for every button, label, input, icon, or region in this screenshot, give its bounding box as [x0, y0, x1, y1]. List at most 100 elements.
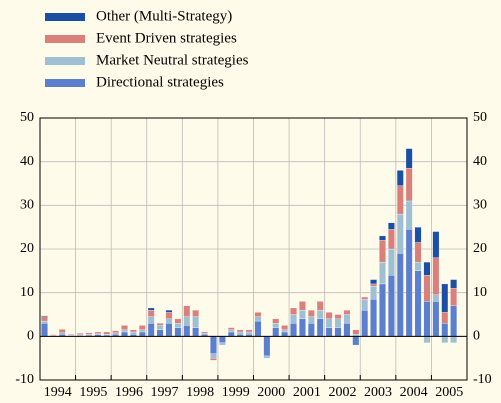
bar-segment: [379, 283, 386, 337]
bar-segment: [121, 325, 128, 330]
bar-segment: [49, 334, 57, 336]
y2-tick-label: -10: [473, 372, 492, 387]
bar-segment: [423, 275, 431, 302]
bar-segment: [450, 336, 458, 344]
bar-segment: [263, 355, 271, 359]
bar-segment: [67, 333, 75, 336]
bar-segment: [183, 316, 191, 326]
bar-segment: [370, 299, 377, 337]
bar-segment: [441, 336, 449, 344]
y2-tick-label: 10: [473, 285, 487, 300]
bar-segment: [396, 253, 404, 337]
bar-segment: [414, 261, 422, 271]
bar-segment: [192, 309, 200, 317]
x-tick-label: 1996: [115, 385, 143, 400]
y2-tick-label: 0: [473, 329, 480, 344]
bar-segment: [299, 301, 306, 311]
bar-segment: [423, 301, 431, 337]
bar-segment: [165, 323, 173, 337]
legend-label: Other (Multi-Strategy): [96, 8, 232, 24]
bar-segment: [254, 316, 262, 322]
x-tick-label: 2003: [364, 385, 392, 400]
bar-segment: [379, 240, 386, 263]
y-tick-label: 20: [20, 241, 34, 256]
x-tick-label: 1998: [186, 385, 214, 400]
bar-segment: [112, 332, 119, 335]
bar-segment: [307, 309, 315, 317]
bar-segment: [272, 327, 280, 337]
bar-segment: [192, 327, 200, 337]
bar-segment: [388, 275, 395, 337]
bar-segment: [165, 318, 173, 324]
bar-segment: [290, 314, 297, 324]
bar-segment: [316, 318, 324, 337]
bar-segment: [219, 342, 226, 346]
bar-segment: [388, 229, 395, 250]
bar-segment: [281, 331, 288, 337]
legend-swatch: [45, 79, 85, 87]
bar-segment: [174, 318, 182, 324]
bar-segment: [441, 323, 449, 337]
bar-segment: [343, 309, 351, 315]
bar-segment: [147, 307, 155, 311]
bar-segment: [210, 336, 217, 354]
bar-segment: [183, 305, 191, 317]
bar-segment: [343, 323, 351, 337]
bar-segment: [165, 312, 173, 320]
bar-segment: [316, 309, 324, 320]
bar-segment: [281, 329, 288, 333]
x-tick-label: 2001: [293, 385, 321, 400]
legend-swatch: [45, 57, 85, 65]
legend-label: Event Driven strategies: [96, 30, 237, 46]
bar-segment: [210, 358, 217, 361]
bar-segment: [138, 331, 146, 337]
y-tick-label: 40: [20, 154, 34, 169]
bar-segment: [58, 332, 66, 335]
bar-segment: [219, 336, 226, 344]
bar-segment: [352, 336, 360, 346]
legend-label: Directional strategies: [96, 74, 224, 90]
bar-segment: [405, 148, 413, 169]
bar-segment: [290, 323, 297, 337]
bar-segment: [201, 331, 208, 334]
y-tick-label: 50: [20, 110, 34, 125]
bar-segment: [227, 327, 235, 330]
bar-segment: [414, 227, 422, 243]
bar-segment: [121, 331, 128, 337]
legend-swatch: [45, 13, 85, 21]
bar-segment: [450, 305, 458, 337]
bar-segment: [130, 329, 137, 333]
bar-segment: [352, 329, 360, 335]
bar-segment: [272, 323, 280, 328]
y-tick-label: 10: [20, 285, 34, 300]
bar-segment: [370, 279, 377, 285]
bar-segment: [156, 325, 164, 330]
bar-segment: [41, 316, 48, 322]
bar-segment: [450, 279, 458, 289]
x-tick-label: 2002: [328, 385, 356, 400]
bar-segment: [121, 329, 128, 333]
bar-segment: [192, 316, 200, 328]
x-tick-label: 2005: [435, 385, 463, 400]
x-tick-label: 1999: [222, 385, 250, 400]
bar-segment: [334, 314, 342, 320]
bar-segment: [432, 294, 440, 302]
bar-segment: [361, 296, 369, 300]
bar-segment: [299, 309, 306, 320]
bar-segment: [405, 200, 413, 230]
x-tick-label: 2000: [257, 385, 285, 400]
y-tick-label: 0: [27, 329, 34, 344]
bar-segment: [174, 323, 182, 328]
bar-segment: [441, 312, 449, 324]
bar-segment: [325, 318, 333, 328]
bar-segment: [138, 329, 146, 333]
bar-segment: [236, 331, 244, 335]
bar-segment: [165, 309, 173, 313]
legend: Other (Multi-Strategy) Event Driven strat…: [45, 8, 249, 90]
y2-tick-label: 20: [473, 241, 487, 256]
bar-segment: [361, 299, 369, 311]
bar-segment: [254, 312, 262, 317]
bar-segment: [236, 329, 244, 333]
bar-segment: [325, 327, 333, 337]
bar-segment: [227, 331, 235, 337]
